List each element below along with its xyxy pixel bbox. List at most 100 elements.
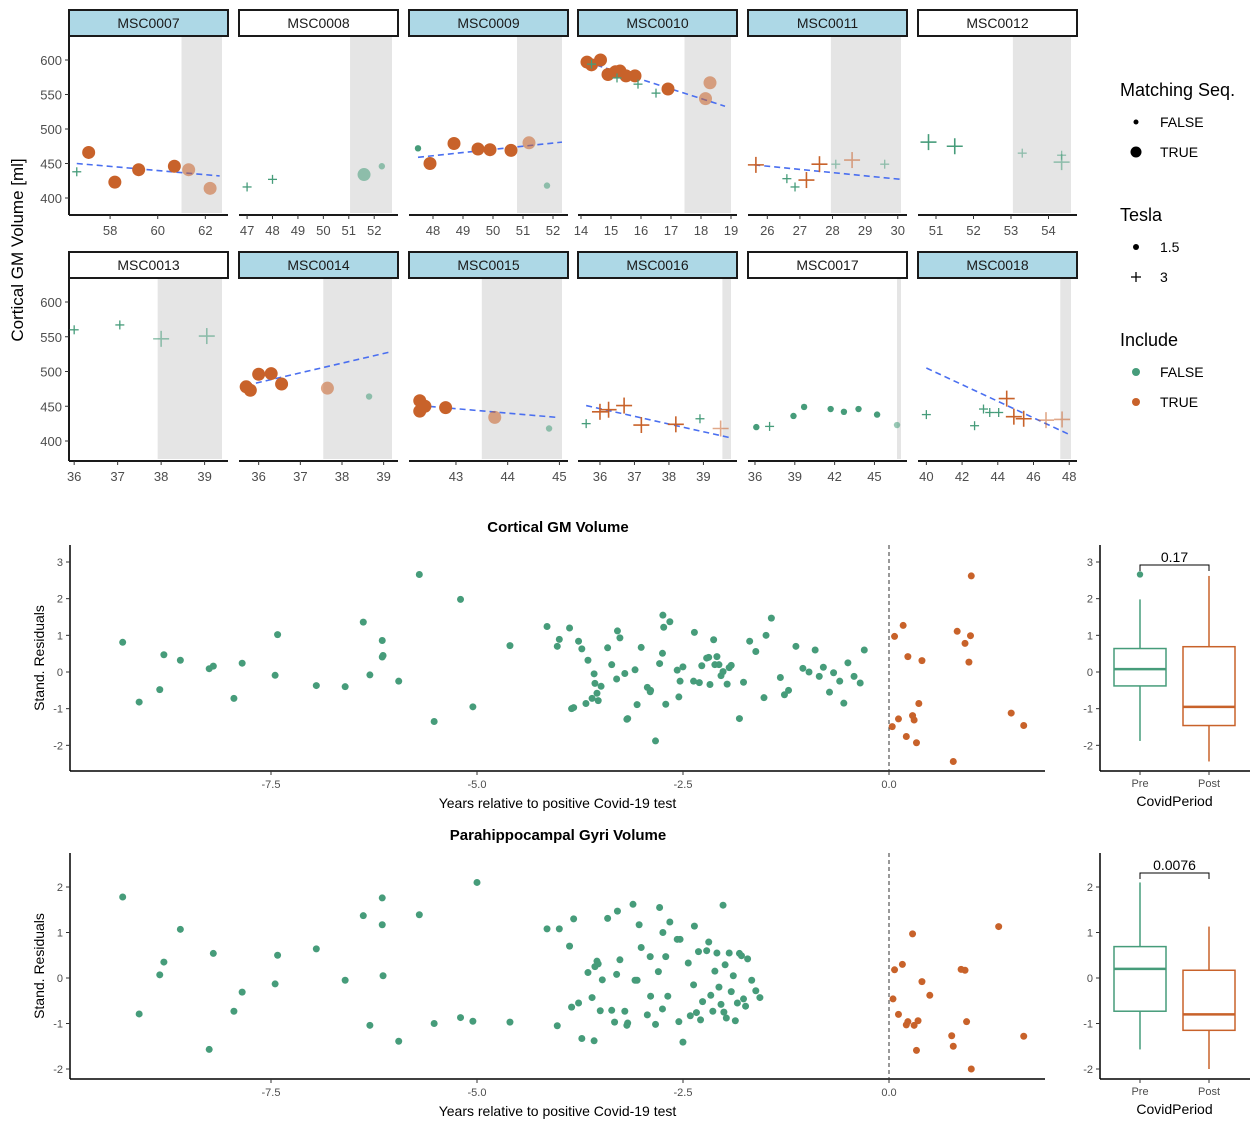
point-pre: [238, 659, 246, 667]
point-pre: [850, 672, 858, 680]
point-pre: [613, 970, 621, 978]
y-tick-label: -2: [53, 1064, 63, 1076]
point-tesla15-dot: [447, 136, 461, 150]
plot-title: Cortical GM Volume: [487, 519, 628, 536]
point-tesla3-plus: [242, 182, 252, 192]
x-tick-label: 44: [991, 469, 1005, 484]
facet-strip-label: MSC0015: [457, 257, 519, 273]
point-pre: [590, 1037, 598, 1045]
x-tick-label: 39: [696, 469, 710, 484]
x-tick-label: Post: [1198, 1086, 1220, 1098]
facet-strip-label: MSC0008: [287, 15, 349, 31]
x-tick-label: -2.5: [674, 1087, 693, 1099]
y-tick-label: -1: [53, 1019, 63, 1031]
point-pre: [679, 1038, 687, 1046]
point-pre: [698, 662, 706, 670]
point-pre: [717, 1000, 725, 1008]
point-pre: [652, 737, 660, 745]
x-axis-title: Years relative to positive Covid-19 test: [439, 1103, 677, 1119]
point-pre: [156, 686, 164, 694]
facet-strip-label: MSC0013: [117, 257, 179, 273]
point-pre: [613, 627, 621, 635]
point-pre: [762, 631, 770, 639]
point-post: [909, 930, 917, 938]
x-tick-label: 37: [110, 469, 124, 484]
point-pre: [209, 949, 217, 957]
x-tick-label: 44: [500, 469, 514, 484]
point-pre: [760, 694, 768, 702]
point-tesla15-dot: [418, 399, 432, 413]
point-pre: [744, 955, 752, 963]
point-pre: [737, 952, 745, 960]
point-pre: [656, 903, 664, 911]
x-tick-label: 14: [574, 223, 588, 238]
point-pre: [205, 1045, 213, 1053]
y-tick-label: 2: [57, 882, 63, 894]
x-tick-label: 37: [627, 469, 641, 484]
point-pre: [553, 1022, 561, 1030]
x-tick-label: 38: [662, 469, 676, 484]
point-pre: [274, 951, 282, 959]
facet-strip: [577, 251, 738, 279]
x-tick-label: 19: [724, 223, 738, 238]
point-tesla15-dot: [365, 393, 373, 400]
point-pre: [629, 900, 637, 908]
point-tesla15-dot: [827, 405, 834, 413]
point-tesla15-dot: [275, 377, 289, 391]
point-pre: [209, 662, 217, 670]
point-tesla3-plus: [1017, 148, 1027, 158]
point-post: [912, 1046, 920, 1054]
point-post: [965, 658, 973, 666]
point-post: [967, 572, 975, 580]
x-tick-label: -7.5: [262, 779, 281, 791]
point-pre: [566, 942, 574, 950]
point-pre: [690, 628, 698, 636]
point-pre: [230, 1007, 238, 1015]
point-pre: [582, 700, 590, 708]
point-pre: [271, 671, 279, 679]
point-pre: [785, 686, 793, 694]
point-pre: [840, 699, 848, 707]
point-pre: [646, 953, 654, 961]
facet-strip-label: MSC0016: [626, 257, 688, 273]
x-tick-label: 17: [664, 223, 678, 238]
point-pre: [621, 669, 629, 677]
point-pre: [395, 677, 403, 685]
y-tick-label: -1: [1083, 704, 1093, 716]
x-tick-label: 53: [1004, 223, 1018, 238]
point-pre: [312, 945, 320, 953]
point-post: [918, 978, 926, 986]
x-tick-label: -5.0: [468, 1087, 487, 1099]
x-tick-label: 48: [265, 223, 279, 238]
point-pre: [594, 697, 602, 705]
point-pre: [715, 983, 723, 991]
point-pre: [679, 663, 687, 671]
point-tesla3-plus: [587, 59, 596, 69]
point-pre: [457, 595, 465, 603]
point-pre: [637, 944, 645, 952]
point-pre: [584, 656, 592, 664]
point-pre: [825, 688, 833, 696]
y-tick-label: -2: [53, 740, 63, 752]
y-tick-label: 0: [1087, 973, 1093, 985]
point-pre: [659, 929, 667, 936]
x-axis-title: Years relative to positive Covid-19 test: [439, 795, 677, 811]
point-pre: [731, 1017, 739, 1025]
point-pre: [555, 635, 563, 643]
point-pre: [780, 691, 788, 699]
post-covid-shade: [323, 279, 392, 459]
post-covid-shade: [830, 37, 901, 213]
point-pre: [378, 636, 386, 644]
y-tick-label: 1: [57, 630, 63, 642]
point-pre: [578, 645, 586, 653]
point-tesla3-plus: [72, 167, 82, 177]
point-post: [888, 723, 896, 731]
point-post: [894, 1010, 902, 1018]
point-pre: [598, 976, 606, 984]
point-pre: [662, 953, 670, 961]
point-pre: [230, 694, 238, 702]
point-tesla15-dot: [414, 145, 422, 152]
point-tesla15-dot: [132, 163, 146, 177]
point-pre: [819, 663, 827, 671]
x-tick-label: 48: [426, 223, 440, 238]
